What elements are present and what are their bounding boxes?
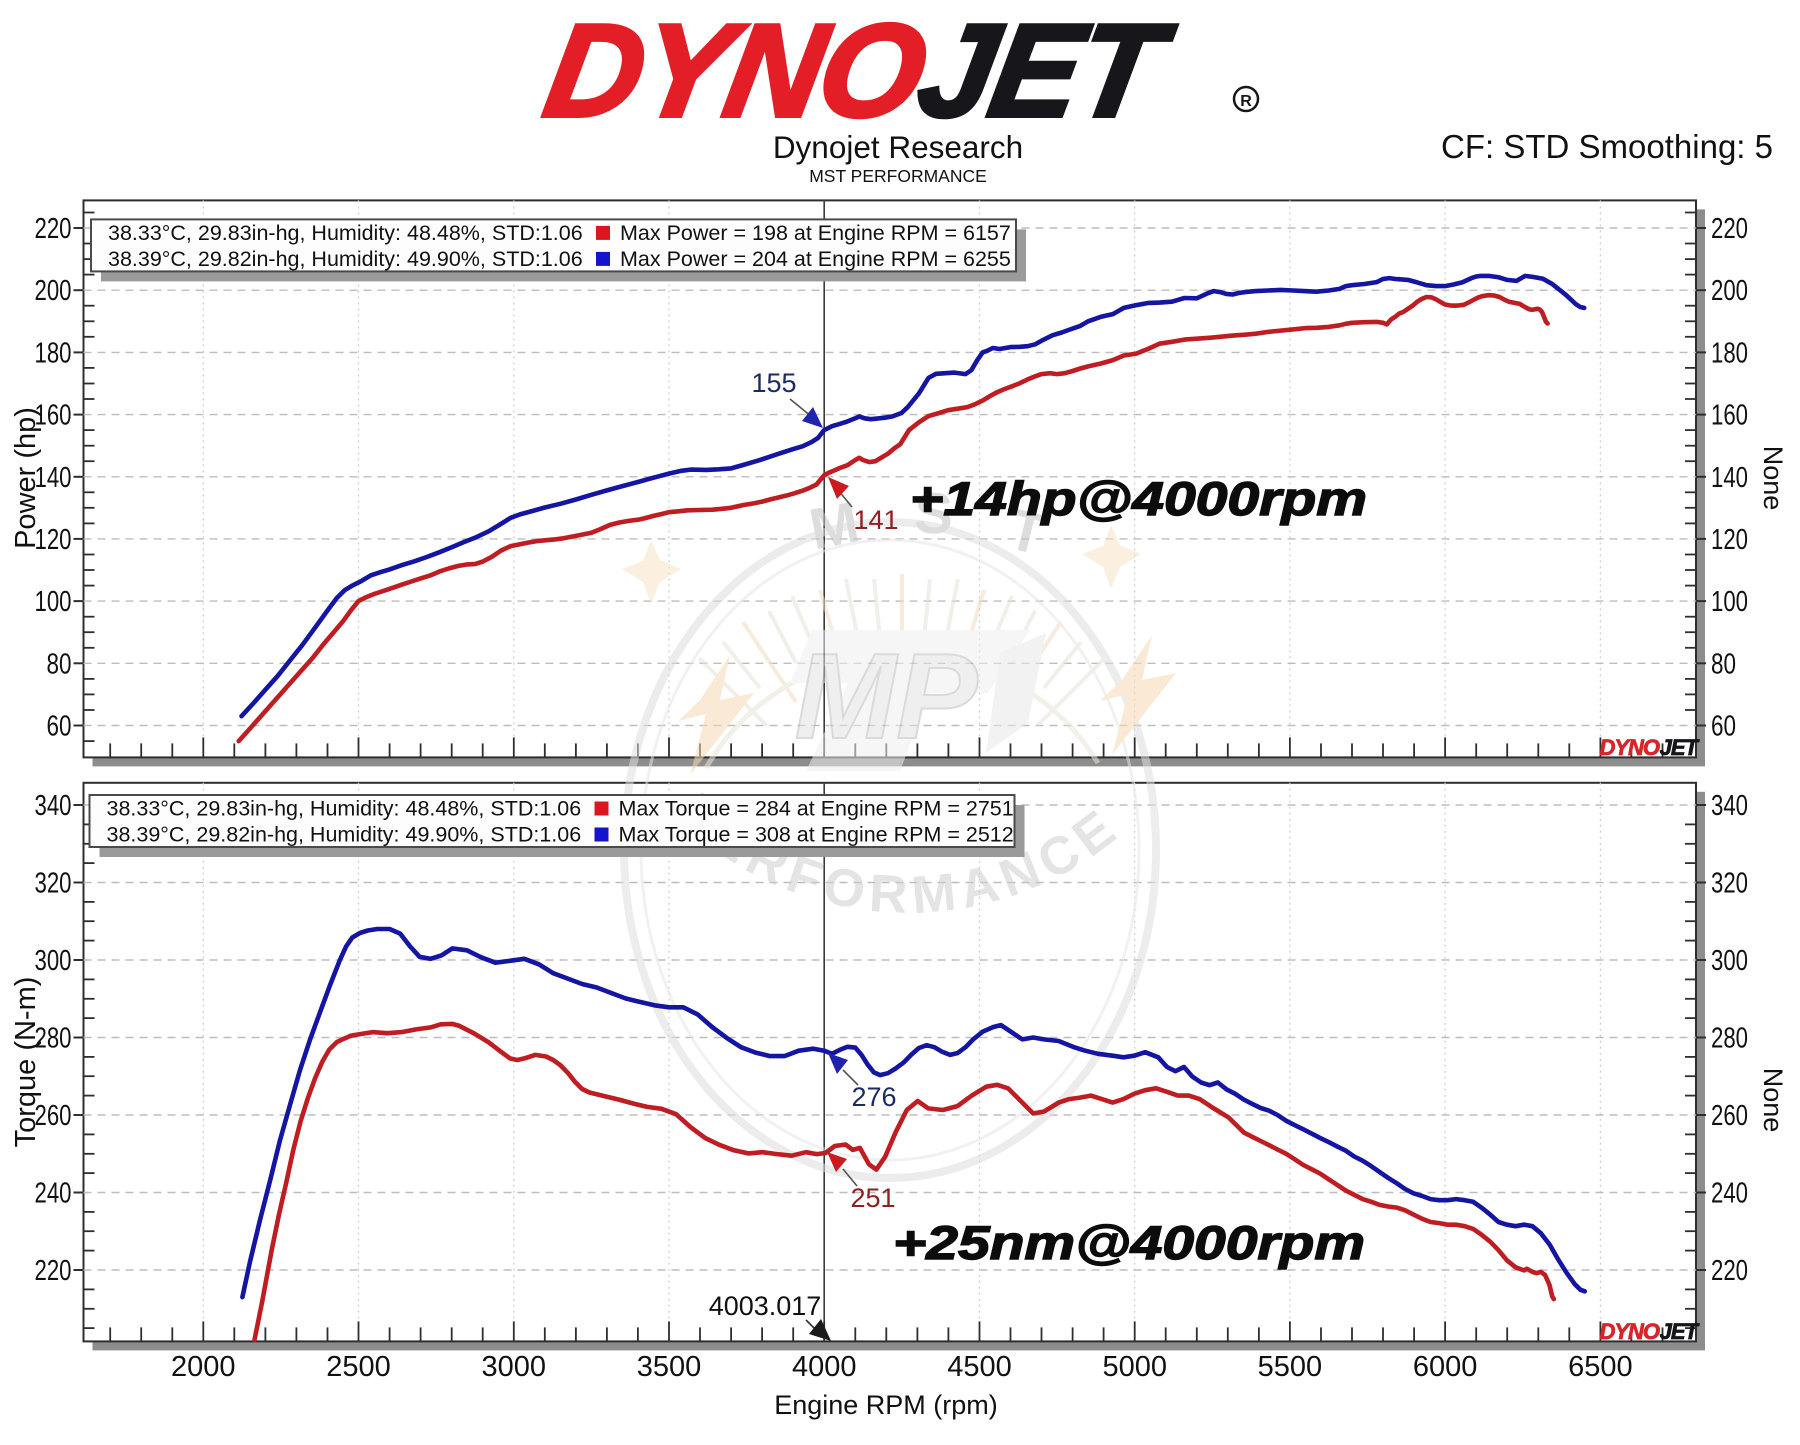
svg-text:Engine RPM (rpm): Engine RPM (rpm): [774, 1390, 998, 1420]
svg-text:JET: JET: [1660, 1319, 1700, 1344]
svg-text:180: 180: [1711, 337, 1748, 369]
svg-text:220: 220: [1711, 213, 1748, 245]
svg-text:R: R: [1240, 93, 1252, 110]
svg-text:DYNO: DYNO: [1599, 1319, 1659, 1344]
svg-text:+14hp@4000rpm: +14hp@4000rpm: [910, 472, 1367, 525]
svg-text:260: 260: [35, 1100, 72, 1132]
svg-text:140: 140: [35, 462, 72, 494]
svg-text:340: 340: [35, 790, 72, 822]
svg-text:2000: 2000: [171, 1351, 236, 1383]
svg-text:120: 120: [1711, 524, 1748, 556]
svg-text:38.39°C, 29.82in-hg, Humidity:: 38.39°C, 29.82in-hg, Humidity: 49.90%, S…: [108, 247, 583, 271]
svg-text:220: 220: [1711, 1255, 1748, 1287]
svg-text:100: 100: [35, 586, 72, 618]
svg-text:6500: 6500: [1568, 1351, 1633, 1383]
svg-text:DYNO: DYNO: [535, 0, 935, 145]
svg-text:240: 240: [35, 1178, 72, 1210]
svg-text:180: 180: [35, 337, 72, 369]
svg-text:280: 280: [35, 1023, 72, 1055]
svg-text:251: 251: [850, 1183, 895, 1213]
svg-text:240: 240: [1711, 1178, 1748, 1210]
svg-text:3500: 3500: [637, 1351, 702, 1383]
svg-text:DYNO: DYNO: [1599, 735, 1659, 760]
svg-text:280: 280: [1711, 1023, 1748, 1055]
svg-text:220: 220: [35, 1255, 72, 1287]
svg-text:60: 60: [47, 711, 72, 743]
svg-text:220: 220: [35, 213, 72, 245]
svg-text:80: 80: [1711, 648, 1736, 680]
svg-text:Max Torque = 284 at Engine RPM: Max Torque = 284 at Engine RPM = 2751: [619, 797, 1014, 821]
svg-text:Max Torque = 308 at Engine RPM: Max Torque = 308 at Engine RPM = 2512: [619, 823, 1014, 847]
svg-text:2500: 2500: [326, 1351, 391, 1383]
svg-text:260: 260: [1711, 1100, 1748, 1132]
svg-text:38.33°C, 29.83in-hg, Humidity:: 38.33°C, 29.83in-hg, Humidity: 48.48%, S…: [108, 221, 583, 245]
svg-text:4500: 4500: [947, 1351, 1012, 1383]
svg-text:6000: 6000: [1413, 1351, 1478, 1383]
svg-text:300: 300: [1711, 945, 1748, 977]
svg-text:Max Power = 198 at Engine RPM: Max Power = 198 at Engine RPM = 6157: [620, 221, 1011, 245]
svg-text:JET: JET: [908, 0, 1182, 145]
svg-text:100: 100: [1711, 586, 1748, 618]
svg-text:+25nm@4000rpm: +25nm@4000rpm: [893, 1216, 1365, 1269]
svg-text:Dynojet Research: Dynojet Research: [773, 129, 1023, 165]
svg-text:60: 60: [1711, 711, 1736, 743]
svg-text:200: 200: [1711, 275, 1748, 307]
svg-text:155: 155: [751, 368, 796, 398]
svg-text:160: 160: [35, 400, 72, 432]
svg-text:141: 141: [853, 505, 898, 535]
svg-text:276: 276: [851, 1082, 896, 1112]
svg-text:MST PERFORMANCE: MST PERFORMANCE: [809, 166, 987, 186]
svg-text:4000: 4000: [792, 1351, 857, 1383]
svg-text:MP: MP: [795, 628, 979, 764]
svg-text:140: 140: [1711, 462, 1748, 494]
svg-text:5500: 5500: [1258, 1351, 1323, 1383]
svg-text:5000: 5000: [1102, 1351, 1167, 1383]
svg-text:JET: JET: [1660, 735, 1700, 760]
svg-text:38.33°C, 29.83in-hg, Humidity:: 38.33°C, 29.83in-hg, Humidity: 48.48%, S…: [107, 797, 582, 821]
svg-text:Torque (N-m): Torque (N-m): [10, 977, 42, 1148]
svg-text:Power (hp): Power (hp): [10, 407, 42, 549]
svg-text:120: 120: [35, 524, 72, 556]
svg-text:200: 200: [35, 275, 72, 307]
svg-text:80: 80: [47, 648, 72, 680]
svg-text:300: 300: [35, 945, 72, 977]
svg-text:4003.017: 4003.017: [709, 1291, 822, 1321]
svg-text:320: 320: [35, 868, 72, 900]
svg-text:340: 340: [1711, 790, 1748, 822]
svg-text:None: None: [1758, 1068, 1788, 1133]
svg-text:CF: STD Smoothing: 5: CF: STD Smoothing: 5: [1441, 128, 1773, 165]
svg-text:320: 320: [1711, 868, 1748, 900]
svg-text:3000: 3000: [482, 1351, 547, 1383]
svg-text:Max Power = 204 at Engine RPM: Max Power = 204 at Engine RPM = 6255: [620, 247, 1011, 271]
svg-text:S: S: [913, 480, 954, 546]
svg-text:None: None: [1758, 446, 1788, 511]
svg-text:38.39°C, 29.82in-hg, Humidity:: 38.39°C, 29.82in-hg, Humidity: 49.90%, S…: [107, 823, 582, 847]
svg-text:160: 160: [1711, 400, 1748, 432]
